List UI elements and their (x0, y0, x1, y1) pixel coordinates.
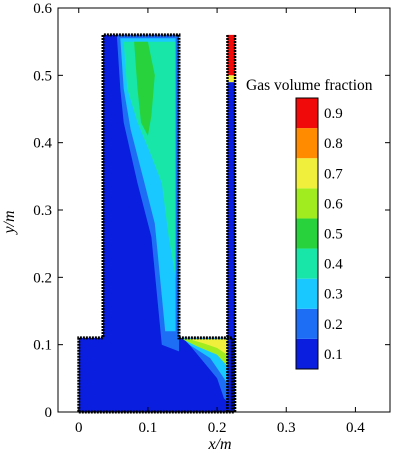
colorbar-swatch-1 (296, 308, 318, 339)
tank-wall (77, 33, 234, 414)
y-tick-label-4: 0.4 (33, 136, 52, 152)
y-tick-label-0: 0 (45, 405, 53, 421)
colorbar: 0.1 0.2 0.3 0.4 0.5 0.6 0.7 0.8 0.9 (295, 97, 343, 370)
x-tick-label-4: 0.4 (346, 420, 365, 436)
domain-outline (77, 33, 237, 414)
colorbar-label-5: 0.6 (324, 196, 343, 212)
y-tick-label-1: 0.1 (33, 338, 52, 354)
colorbar-swatch-8 (296, 98, 318, 129)
colorbar-swatch-5 (296, 188, 318, 219)
contour-region-10 (227, 75, 236, 83)
colorbar-swatch-4 (296, 218, 318, 249)
contour-region-4 (134, 41, 155, 136)
colorbar-swatch-6 (296, 158, 318, 189)
colorbar-label-3: 0.4 (324, 257, 343, 273)
colorbar-label-1: 0.2 (324, 317, 343, 333)
y-tick-label-6: 0.6 (33, 1, 52, 17)
y-axis-ticks: 0 0.1 0.2 0.3 0.4 0.5 0.6 (33, 1, 390, 421)
contour-region-3 (123, 41, 176, 278)
colorbar-frame (295, 97, 319, 370)
colorbar-swatch-0 (296, 338, 318, 369)
colorbar-label-0: 0.1 (324, 347, 343, 363)
plot-area (78, 34, 236, 413)
y-axis-label: y/m (1, 210, 18, 235)
y-tick-label-5: 0.5 (33, 68, 52, 84)
x-axis-ticks: 0 0.1 0.2 0.3 0.4 (75, 8, 365, 436)
colorbar-label-2: 0.3 (324, 287, 343, 303)
colorbar-swatch-2 (296, 278, 318, 309)
colorbar-label-6: 0.7 (324, 166, 343, 182)
contour-region-11 (227, 34, 236, 76)
x-tick-label-2: 0.2 (208, 420, 227, 436)
colorbar-label-4: 0.5 (324, 227, 343, 243)
colorbar-label-8: 0.9 (324, 106, 343, 122)
x-tick-label-0: 0 (75, 420, 83, 436)
contour-region-8 (189, 339, 233, 359)
contour-region-9 (227, 82, 236, 412)
colorbar-swatch-7 (296, 128, 318, 159)
colorbar-label-7: 0.8 (324, 136, 343, 152)
y-tick-label-2: 0.2 (33, 270, 52, 286)
y-tick-label-3: 0.3 (33, 203, 52, 219)
x-axis-label: x/m (207, 436, 231, 453)
colorbar-title: Gas volume fraction (246, 77, 373, 94)
colorbar-swatch-3 (296, 248, 318, 279)
x-tick-label-1: 0.1 (139, 420, 158, 436)
x-tick-label-3: 0.3 (277, 420, 296, 436)
